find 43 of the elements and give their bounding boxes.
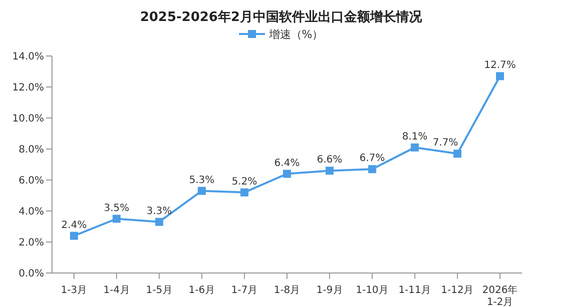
y-tick-label: 10.0% — [12, 114, 44, 125]
legend-label: 增速（%） — [268, 26, 324, 42]
point — [453, 150, 462, 158]
chart-title: 2025-2026年2月中国软件业出口金额增长情况 — [139, 8, 423, 26]
point — [283, 170, 291, 178]
point — [496, 72, 504, 80]
data-label: 6.6% — [316, 154, 342, 166]
x-tick-label: 1-12月 — [441, 285, 474, 296]
point — [155, 218, 164, 226]
data-label: 6.7% — [359, 153, 385, 164]
x-tick-label: 2026年 1-2月 — [482, 284, 518, 307]
y-tick-label: 14.0% — [12, 52, 44, 63]
point — [410, 143, 419, 152]
data-label: 5.3% — [189, 174, 215, 186]
point — [326, 166, 334, 175]
data-label: 3.5% — [104, 202, 130, 214]
x-tick-label: 1-10月 — [356, 285, 389, 296]
y-tick-label: 6.0% — [18, 176, 44, 187]
x-tick-label: 1-8月 — [274, 285, 300, 296]
y-tick-label: 0.0% — [18, 268, 44, 280]
data-label: 5.2% — [232, 176, 258, 188]
data-label: 7.7% — [432, 138, 458, 149]
y-tick-label: 2.0% — [18, 238, 44, 249]
point — [368, 165, 376, 174]
y-tick-label: 12.0% — [12, 82, 44, 94]
x-tick-label: 1-5月 — [146, 285, 172, 296]
x-tick-label: 1-3月 — [60, 285, 88, 296]
point — [198, 186, 206, 195]
data-label: 6.4% — [274, 158, 300, 169]
x-tick-label: 1-6月 — [188, 285, 215, 296]
point — [240, 188, 248, 196]
x-tick-label: 1-11月 — [398, 285, 432, 296]
x-tick-label: 1-4月 — [103, 285, 130, 296]
data-label: 3.3% — [146, 206, 172, 217]
point — [112, 214, 121, 223]
point — [70, 232, 78, 240]
x-tick-label: 1-7月 — [231, 285, 258, 296]
y-tick-label: 8.0% — [18, 144, 44, 156]
y-tick-label: 4.0% — [18, 206, 44, 218]
data-label: 8.1% — [402, 131, 428, 142]
x-tick-label: 1-9月 — [316, 285, 343, 296]
data-label: 2.4% — [61, 220, 87, 231]
data-label: 12.7% — [484, 60, 516, 72]
